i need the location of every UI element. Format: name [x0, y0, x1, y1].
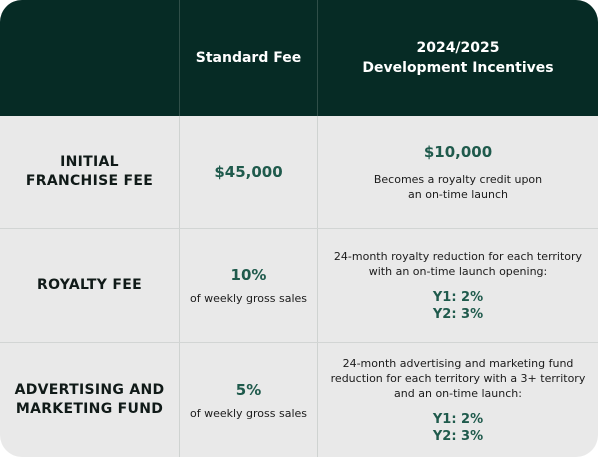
row-label-line2: FRANCHISE FEE	[25, 173, 154, 189]
incentive-year1-rate: Y1: 2%	[432, 411, 484, 427]
incentive-text-line1: 24-month advertising and marketing fund	[342, 356, 574, 370]
incentive-text-line2: with an on-time launch opening:	[368, 264, 548, 278]
row-label-line2: MARKETING FUND	[15, 401, 164, 417]
header-incentives-year: 2024/2025	[416, 40, 500, 56]
incentive-text-line2: reduction for each territory with a 3+ t…	[330, 371, 586, 385]
header-incentives-cell: 2024/2025 Development Incentives	[317, 0, 598, 116]
standard-fee-value: 10%	[230, 266, 267, 284]
header-standard-fee-cell: Standard Fee	[179, 0, 317, 116]
row-label-cell: ROYALTY FEE	[0, 229, 179, 342]
header-standard-fee-label: Standard Fee	[195, 50, 302, 66]
table-row-royalty-fee: ROYALTY FEE 10% of weekly gross sales 24…	[0, 229, 598, 343]
incentive-year1-rate: Y1: 2%	[432, 289, 484, 305]
standard-fee-cell: 5% of weekly gross sales	[179, 343, 317, 457]
incentive-text-line3: and an on-time launch:	[394, 386, 522, 400]
header-incentives-title: Development Incentives	[362, 60, 554, 76]
header-empty-cell	[0, 0, 179, 116]
incentive-cell: $10,000 Becomes a royalty credit upon an…	[317, 116, 598, 228]
standard-fee-value: 5%	[235, 380, 262, 399]
table-header-row: Standard Fee 2024/2025 Development Incen…	[0, 0, 598, 116]
row-label-line1: INITIAL	[60, 154, 119, 170]
table-row-advertising-marketing-fund: ADVERTISING AND MARKETING FUND 5% of wee…	[0, 343, 598, 457]
standard-fee-cell: $45,000	[179, 116, 317, 228]
standard-fee-note: of weekly gross sales	[189, 406, 308, 420]
row-label-cell: INITIAL FRANCHISE FEE	[0, 116, 179, 228]
row-label-line1: ADVERTISING AND	[14, 382, 165, 398]
row-label-line1: ROYALTY FEE	[37, 277, 142, 293]
incentive-note-line2: an on-time launch	[408, 188, 508, 201]
incentive-cell: 24-month royalty reduction for each terr…	[317, 229, 598, 342]
standard-fee-note: of weekly gross sales	[189, 292, 308, 305]
standard-fee-value: $45,000	[214, 163, 283, 181]
incentive-note-line1: Becomes a royalty credit upon	[373, 173, 543, 186]
incentive-year2-rate: Y2: 3%	[432, 428, 484, 444]
incentive-text-line1: 24-month royalty reduction for each terr…	[333, 249, 583, 263]
row-label-cell: ADVERTISING AND MARKETING FUND	[0, 343, 179, 457]
standard-fee-cell: 10% of weekly gross sales	[179, 229, 317, 342]
table-row-initial-franchise-fee: INITIAL FRANCHISE FEE $45,000 $10,000 Be…	[0, 116, 598, 229]
incentive-year2-rate: Y2: 3%	[432, 306, 484, 322]
incentive-cell: 24-month advertising and marketing fund …	[317, 343, 598, 457]
incentive-value: $10,000	[423, 143, 493, 161]
